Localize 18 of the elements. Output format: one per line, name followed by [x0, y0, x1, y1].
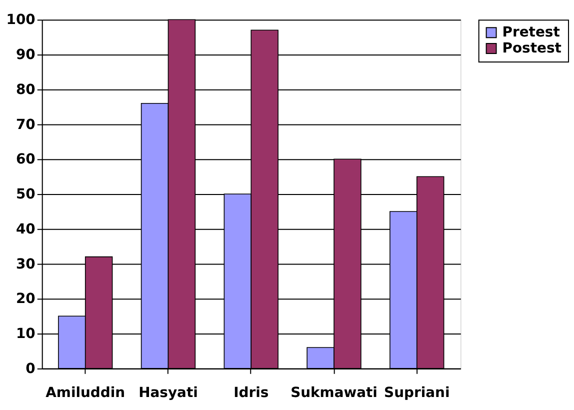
y-tick-label: 20 — [16, 291, 36, 308]
x-tick-label: Hasyati — [138, 384, 198, 401]
legend-label: Postest — [502, 40, 562, 57]
y-tick-label: 0 — [26, 360, 36, 377]
x-tick-label: Idris — [234, 384, 269, 401]
y-tick-label: 80 — [16, 82, 36, 98]
y-tick-label: 100 — [6, 12, 36, 28]
y-tick-label: 90 — [16, 47, 36, 63]
y-tick-label: 10 — [16, 326, 36, 342]
y-tick-label: 70 — [16, 116, 36, 133]
x-tick-label: Supriani — [384, 384, 450, 401]
y-tick-label: 60 — [16, 152, 36, 168]
legend-label: Pretest — [502, 24, 560, 41]
x-tick-label: Sukmawati — [290, 384, 378, 401]
y-tick-label: 30 — [16, 256, 36, 272]
y-tick-label: 50 — [16, 186, 36, 203]
x-tick-label: Amiluddin — [46, 384, 126, 401]
y-tick-label: 40 — [16, 221, 36, 238]
